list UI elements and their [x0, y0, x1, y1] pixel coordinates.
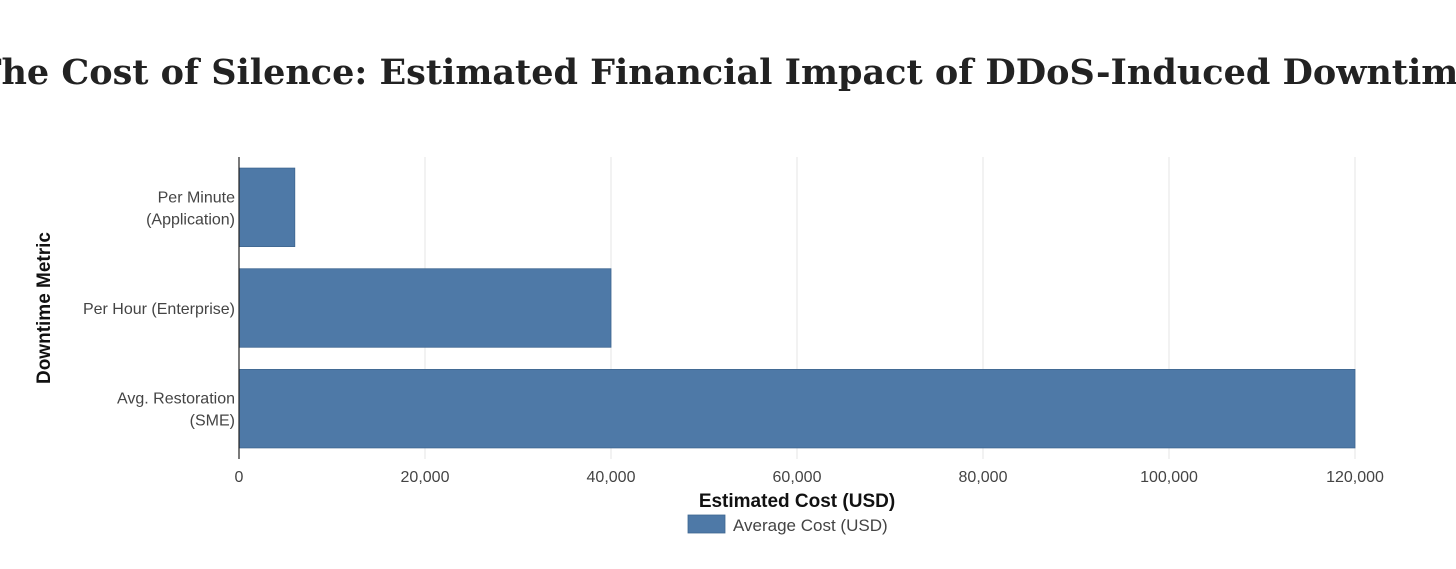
bars	[238, 167, 1356, 449]
y-tick-label: Avg. Restoration	[117, 391, 235, 408]
y-tick-label: Per Hour (Enterprise)	[83, 301, 235, 318]
chart-title: The Cost of Silence: Estimated Financial…	[0, 52, 1456, 93]
x-tick-label: 20,000	[401, 469, 450, 486]
x-tick-label: 120,000	[1326, 469, 1384, 486]
x-tick-label: 100,000	[1140, 469, 1198, 486]
x-tick-label: 0	[235, 469, 244, 486]
x-axis-title: Estimated Cost (USD)	[699, 491, 895, 512]
bar[interactable]	[238, 268, 612, 348]
y-axis-title: Downtime Metric	[34, 232, 55, 384]
legend-swatch	[687, 514, 726, 534]
bar[interactable]	[238, 369, 1356, 449]
legend[interactable]: Average Cost (USD)	[687, 514, 888, 535]
y-tick-label: Per Minute	[158, 189, 235, 206]
x-tick-label: 40,000	[587, 469, 636, 486]
legend-label: Average Cost (USD)	[733, 516, 888, 535]
x-tick-label: 80,000	[959, 469, 1008, 486]
y-tick-label: (Application)	[146, 211, 235, 228]
x-tick-label: 60,000	[773, 469, 822, 486]
y-tick-label: (SME)	[190, 413, 235, 430]
bar[interactable]	[238, 167, 296, 247]
x-tick-labels: 0 20,000 40,000 60,000 80,000 100,000 120,000	[235, 469, 1384, 486]
y-tick-labels: Per Minute (Application) Per Hour (Enterpr…	[83, 189, 235, 429]
